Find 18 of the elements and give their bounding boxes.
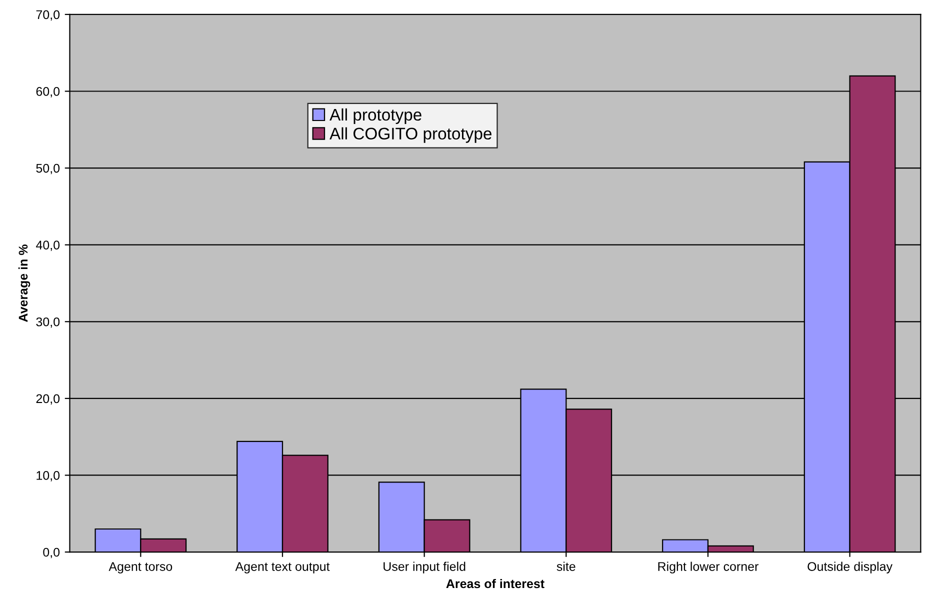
y-tick-label: 60,0 bbox=[36, 87, 60, 98]
x-tick-label: User input field bbox=[384, 562, 466, 574]
y-tick-label: 40,0 bbox=[36, 240, 60, 251]
y-tick-label: 0,0 bbox=[43, 548, 60, 558]
y-tick-label: 70,0 bbox=[36, 10, 60, 21]
x-tick-label: Agent torso bbox=[108, 562, 172, 574]
x-tick-label: Outside display bbox=[808, 562, 892, 574]
x-tick-label: site bbox=[556, 562, 576, 571]
x-axis-title: Areas of interest bbox=[446, 578, 544, 588]
legend-label: All COGITO prototype bbox=[330, 127, 492, 143]
y-tick-label: 10,0 bbox=[36, 471, 60, 482]
x-tick-label: Right lower corner bbox=[658, 562, 758, 574]
y-axis-title: Average in % bbox=[18, 244, 30, 322]
y-tick-label: 20,0 bbox=[36, 394, 60, 405]
legend-label: All prototype bbox=[330, 108, 422, 124]
x-tick-label: Agent text output bbox=[235, 562, 330, 574]
y-tick-label: 50,0 bbox=[36, 164, 60, 174]
y-tick-label: 30,0 bbox=[36, 317, 60, 328]
